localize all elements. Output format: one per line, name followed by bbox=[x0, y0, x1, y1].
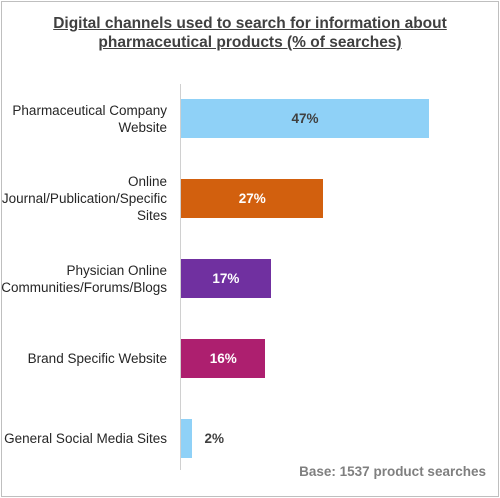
bar bbox=[181, 259, 271, 298]
base-footnote: Base: 1537 product searches bbox=[299, 464, 486, 479]
category-label: Physician Online Communities/Forums/Blogs bbox=[0, 262, 167, 296]
category-label-line: Physician Online bbox=[66, 262, 167, 278]
category-label-line: Journal/Publication/Specific bbox=[1, 191, 167, 206]
chart-title-line-1: Digital channels used to search for info… bbox=[53, 15, 447, 32]
value-label: 2% bbox=[204, 431, 225, 446]
chart-title-line-2: pharmaceutical products (% of searches) bbox=[98, 34, 402, 51]
bar bbox=[181, 179, 324, 218]
category-axis-line bbox=[180, 84, 181, 470]
category-label: Online Journal/Publication/Specific Sites bbox=[0, 173, 167, 224]
category-label: General Social Media Sites bbox=[0, 430, 167, 447]
category-label-line: Online bbox=[127, 174, 167, 189]
category-label: Brand Specific Website bbox=[0, 350, 167, 367]
category-label-line: Brand Specific Website bbox=[27, 351, 167, 366]
bar bbox=[181, 99, 429, 138]
category-label-line: Pharmaceutical Company bbox=[12, 102, 167, 118]
value-label: 27% bbox=[238, 191, 266, 206]
value-label: 17% bbox=[212, 271, 240, 286]
bar bbox=[181, 339, 266, 378]
value-label: 16% bbox=[209, 351, 237, 366]
category-label-line: Website bbox=[118, 119, 167, 135]
category-label-line: Sites bbox=[136, 208, 167, 223]
bar bbox=[181, 419, 192, 458]
category-label-line: Communities/Forums/Blogs bbox=[1, 279, 167, 295]
category-label: Pharmaceutical Company Website bbox=[0, 102, 167, 136]
category-label-line: General Social Media Sites bbox=[4, 431, 167, 446]
value-label: 47% bbox=[291, 111, 319, 126]
chart-title: Digital channels used to search for info… bbox=[0, 14, 500, 52]
